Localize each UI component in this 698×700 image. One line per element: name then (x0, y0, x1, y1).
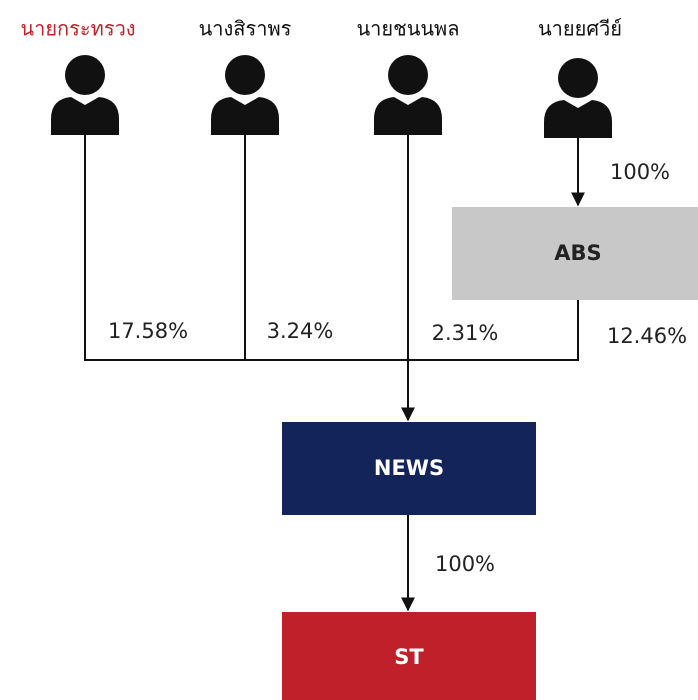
person-name: นายยศวีย์ (538, 17, 622, 41)
person-icon (51, 55, 119, 135)
box-label: ABS (554, 241, 601, 265)
person-icon (211, 55, 279, 135)
person-icon (374, 55, 442, 135)
person-icon (544, 58, 612, 138)
edge-label: 12.46% (607, 324, 687, 348)
edge-label: 3.24% (267, 319, 334, 343)
person-name: นายกระทรวง (20, 17, 135, 41)
edge-label: 2.31% (432, 321, 499, 345)
edge-label: 100% (610, 160, 670, 184)
box-st (282, 612, 536, 700)
box-abs (452, 207, 698, 300)
edge-label: 100% (435, 552, 495, 576)
person-name: นางสิราพร (199, 17, 292, 41)
box-label: ST (394, 645, 424, 669)
person-name: นายชนนพล (357, 17, 460, 41)
edge-label: 17.58% (108, 319, 188, 343)
box-news (282, 422, 536, 515)
box-label: NEWS (374, 456, 444, 480)
